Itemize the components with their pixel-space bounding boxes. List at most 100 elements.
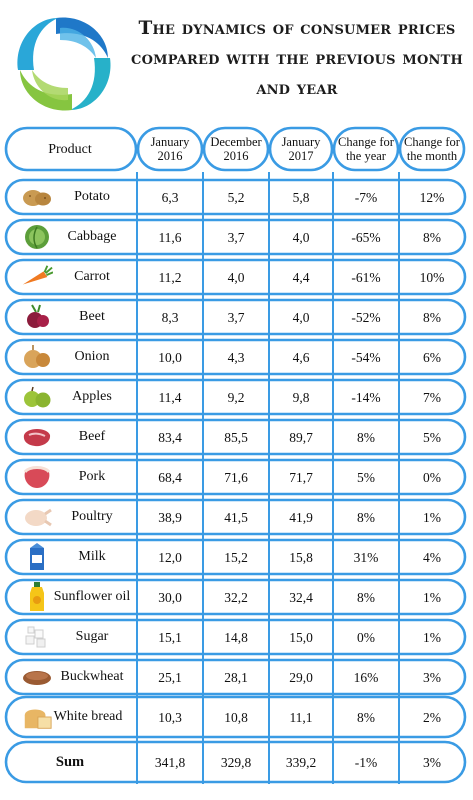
product-name: Apples	[72, 389, 112, 404]
change-month-cell: 2%	[423, 709, 441, 725]
table-row: Apples 11,4 9,2 9,8 -14% 7%	[0, 380, 473, 414]
jan-2016-cell: 15,1	[158, 629, 182, 645]
jan-2016-cell: 11,4	[158, 389, 182, 405]
product-name: Cabbage	[67, 229, 117, 244]
product-name: Sunflower oil	[53, 589, 131, 604]
product-name: Poultry	[71, 509, 113, 524]
jan-2017-cell: 29,0	[289, 669, 313, 685]
header-product: Product	[48, 141, 92, 157]
change-month-cell: 8%	[423, 229, 441, 245]
jan-2016-cell: 6,3	[161, 189, 179, 205]
product-cell: Apples	[5, 380, 135, 414]
white-bread-icon	[21, 704, 53, 730]
sugar-icon	[21, 624, 53, 650]
product-name: Buckwheat	[60, 669, 124, 684]
jan-2017-cell: 9,8	[292, 389, 310, 405]
logo-icon	[17, 17, 111, 111]
onion-icon	[21, 344, 53, 370]
dec-2016-cell: 28,1	[224, 669, 248, 685]
jan-2017-cell: 15,0	[289, 629, 313, 645]
dec-2016-cell: 14,8	[224, 629, 248, 645]
jan-2016-cell: 10,3	[158, 709, 182, 725]
table-row: White bread 10,3 10,8 11,1 8% 2%	[0, 700, 473, 734]
change-year-cell: 5%	[357, 469, 375, 485]
product-cell: Potato	[5, 180, 135, 214]
sum-change-year: -1%	[354, 754, 378, 770]
page-title: The dynamics of consumer prices compared…	[131, 18, 463, 99]
potato-icon	[21, 184, 53, 210]
product-cell: Poultry	[5, 500, 135, 534]
product-cell: Sugar	[5, 620, 135, 654]
product-cell: White bread	[5, 700, 135, 734]
jan-2017-cell: 4,4	[292, 269, 310, 285]
change-month-cell: 0%	[423, 469, 441, 485]
change-year-cell: -14%	[351, 389, 381, 405]
product-name: Carrot	[74, 269, 110, 284]
product-cell: Carrot	[5, 260, 135, 294]
sum-change-month: 3%	[423, 754, 441, 770]
table-row: Beef 83,4 85,5 89,7 8% 5%	[0, 420, 473, 454]
table-row: Sunflower oil 30,0 32,2 32,4 8% 1%	[0, 580, 473, 614]
change-year-cell: -65%	[351, 229, 381, 245]
jan-2017-cell: 71,7	[289, 469, 313, 485]
table-row: Sugar 15,1 14,8 15,0 0% 1%	[0, 620, 473, 654]
product-cell: Pork	[5, 460, 135, 494]
table-row: Beet 8,3 3,7 4,0 -52% 8%	[0, 300, 473, 334]
table-row: Carrot 11,2 4,0 4,4 -61% 10%	[0, 260, 473, 294]
jan-2016-cell: 11,6	[158, 229, 182, 245]
change-month-cell: 1%	[423, 509, 441, 525]
product-name: Pork	[78, 469, 106, 484]
change-year-cell: -54%	[351, 349, 381, 365]
jan-2017-cell: 4,6	[292, 349, 310, 365]
jan-2017-cell: 4,0	[292, 309, 310, 325]
jan-2017-cell: 11,1	[289, 709, 313, 725]
milk-icon	[21, 543, 53, 570]
apples-icon	[21, 384, 53, 410]
change-year-cell: 8%	[357, 429, 375, 445]
change-year-cell: -52%	[351, 309, 381, 325]
dec-2016-cell: 71,6	[224, 469, 248, 485]
table-row: Onion 10,0 4,3 4,6 -54% 6%	[0, 340, 473, 374]
product-name: Sugar	[75, 629, 109, 644]
change-year-cell: -61%	[351, 269, 381, 285]
product-name: Onion	[74, 349, 110, 364]
header-jan-2016: January 2016	[150, 135, 190, 163]
change-year-cell: 8%	[357, 589, 375, 605]
change-month-cell: 3%	[423, 669, 441, 685]
table-row: Poultry 38,9 41,5 41,9 8% 1%	[0, 500, 473, 534]
header-change-month: Change for the month	[404, 135, 460, 163]
change-year-cell: 31%	[353, 549, 379, 565]
header-change-year: Change for the year	[338, 135, 394, 163]
dec-2016-cell: 4,0	[227, 269, 245, 285]
poultry-icon	[21, 504, 53, 530]
sum-jan-2017: 339,2	[285, 754, 317, 770]
jan-2016-cell: 38,9	[158, 509, 182, 525]
product-name: Beef	[78, 429, 106, 444]
change-month-cell: 1%	[423, 629, 441, 645]
dec-2016-cell: 32,2	[224, 589, 248, 605]
change-month-cell: 8%	[423, 309, 441, 325]
jan-2017-cell: 41,9	[289, 509, 313, 525]
product-name: Beet	[79, 309, 105, 324]
jan-2016-cell: 25,1	[158, 669, 182, 685]
buckwheat-icon	[21, 664, 53, 690]
dec-2016-cell: 15,2	[224, 549, 248, 565]
product-cell: Milk	[5, 540, 135, 574]
jan-2016-cell: 11,2	[158, 269, 182, 285]
sum-dec-2016: 329,8	[220, 754, 252, 770]
dec-2016-cell: 3,7	[227, 229, 245, 245]
product-cell: Onion	[5, 340, 135, 374]
dec-2016-cell: 5,2	[227, 189, 245, 205]
jan-2017-cell: 4,0	[292, 229, 310, 245]
jan-2016-cell: 10,0	[158, 349, 182, 365]
header-jan-2017: January 2017	[281, 135, 321, 163]
jan-2017-cell: 15,8	[289, 549, 313, 565]
header-dec-2016: December 2016	[210, 135, 262, 163]
table-row: Cabbage 11,6 3,7 4,0 -65% 8%	[0, 220, 473, 254]
product-name: White bread	[53, 709, 123, 724]
jan-2017-cell: 5,8	[292, 189, 310, 205]
table-row: Milk 12,0 15,2 15,8 31% 4%	[0, 540, 473, 574]
jan-2016-cell: 12,0	[158, 549, 182, 565]
change-year-cell: 0%	[357, 629, 375, 645]
sum-row: Sum 341,8 329,8 339,2 -1% 3%	[0, 740, 473, 784]
